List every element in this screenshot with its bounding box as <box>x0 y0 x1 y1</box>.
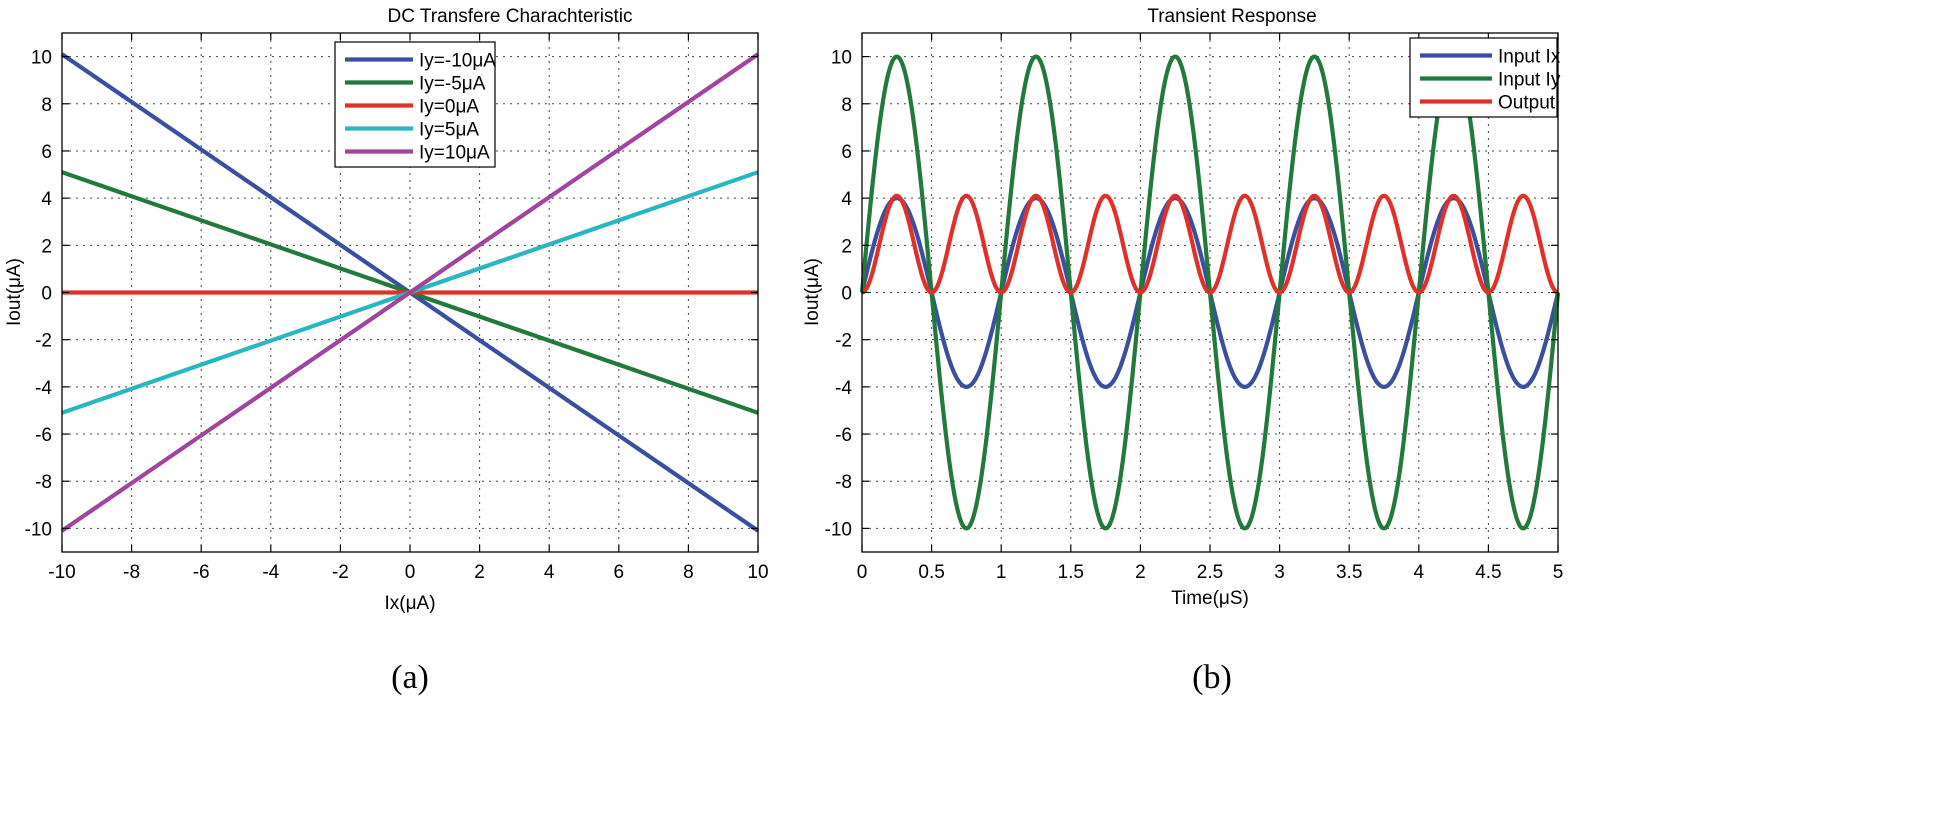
y-tick-label: 4 <box>41 189 52 210</box>
panel-label-a: (a) <box>391 659 429 696</box>
chart-a-title: DC Transfere Charachteristic <box>388 6 633 27</box>
x-tick-label: 10 <box>747 562 768 583</box>
y-tick-label: -2 <box>35 331 52 352</box>
chart-transient-response: Transient Response 0 0.5 1 1.5 2 2.5 3 3.5 4 4.5 5… <box>802 6 1563 696</box>
chart-b-series <box>859 54 1561 531</box>
legend-entry-label: Iy=5μA <box>419 120 479 141</box>
y-tick-label: -2 <box>835 331 852 352</box>
x-tick-label: 0 <box>857 562 868 583</box>
y-tick-label: -8 <box>35 472 52 493</box>
y-tick-label: -10 <box>825 519 852 540</box>
x-tick-label: -2 <box>332 562 349 583</box>
x-tick-label: 2 <box>1135 562 1146 583</box>
y-tick-label: -4 <box>835 378 852 399</box>
chart-b-x-axis-label: Time(μS) <box>1171 588 1249 609</box>
x-tick-label: -6 <box>193 562 210 583</box>
chart-a-x-axis-label: Ix(μA) <box>384 593 435 614</box>
y-tick-label: 6 <box>41 142 52 163</box>
x-tick-label: 1 <box>996 562 1007 583</box>
legend-entry-label: Input Iy <box>1498 70 1561 91</box>
chart-dc-transfer: DC Transfere Charachteristic -10 -8 -6 -4 -2… <box>4 6 769 696</box>
x-tick-label: 2 <box>474 562 485 583</box>
y-tick-label: -6 <box>835 425 852 446</box>
y-tick-label: 8 <box>41 95 52 116</box>
x-tick-label: 3.5 <box>1336 562 1362 583</box>
x-tick-label: 6 <box>614 562 625 583</box>
x-tick-label: 4 <box>1414 562 1425 583</box>
chart-b-ticks: 0 0.5 1 1.5 2 2.5 3 3.5 4 4.5 5 -10 -8 -6 -4 -2 0 2 4 6 8 10 <box>825 33 1564 583</box>
x-tick-label: 0.5 <box>918 562 944 583</box>
x-tick-label: 4 <box>544 562 555 583</box>
chart-a-y-axis-label: Iout(μA) <box>4 258 25 326</box>
y-tick-label: 0 <box>41 284 52 305</box>
legend-entry-label: Input Ix <box>1498 47 1561 68</box>
legend-entry-label: Iy=-5μA <box>419 74 486 95</box>
y-tick-label: 10 <box>831 48 852 69</box>
x-tick-label: -8 <box>123 562 140 583</box>
series-line-output <box>861 193 1559 295</box>
y-tick-label: -10 <box>25 519 52 540</box>
x-tick-label: 8 <box>683 562 694 583</box>
y-tick-label: 0 <box>841 284 852 305</box>
legend-entry-label: Iy=-10μA <box>419 51 496 72</box>
y-tick-label: 10 <box>31 48 52 69</box>
x-tick-label: -10 <box>48 562 75 583</box>
legend-entry-label: Iy=0μA <box>419 97 479 118</box>
y-tick-label: 2 <box>841 236 852 257</box>
legend-entry-label: Output <box>1498 93 1556 114</box>
chart-a-ticks: -10 -8 -6 -4 -2 0 2 4 6 8 10 -10 -8 -6 -4 -2 0 2 4 6 8 10 <box>25 33 769 583</box>
y-tick-label: 8 <box>841 95 852 116</box>
series-line-iy-10-a <box>60 52 760 533</box>
panel-label-b: (b) <box>1192 659 1232 696</box>
y-tick-label: -6 <box>35 425 52 446</box>
chart-b-title: Transient Response <box>1147 6 1316 27</box>
y-tick-label: 2 <box>41 236 52 257</box>
chart-a-series <box>60 52 760 533</box>
x-tick-label: 0 <box>405 562 416 583</box>
y-tick-label: -4 <box>35 378 52 399</box>
y-tick-label: 6 <box>841 142 852 163</box>
x-tick-label: 5 <box>1553 562 1564 583</box>
legend-entry-label: Iy=10μA <box>419 143 490 164</box>
x-tick-label: 3 <box>1274 562 1285 583</box>
y-tick-label: -8 <box>835 472 852 493</box>
x-tick-label: 2.5 <box>1197 562 1223 583</box>
x-tick-label: 1.5 <box>1058 562 1084 583</box>
x-tick-label: 4.5 <box>1475 562 1501 583</box>
chart-b-y-axis-label: Iout(μA) <box>802 258 823 326</box>
x-tick-label: -4 <box>262 562 279 583</box>
y-tick-label: 4 <box>841 189 852 210</box>
